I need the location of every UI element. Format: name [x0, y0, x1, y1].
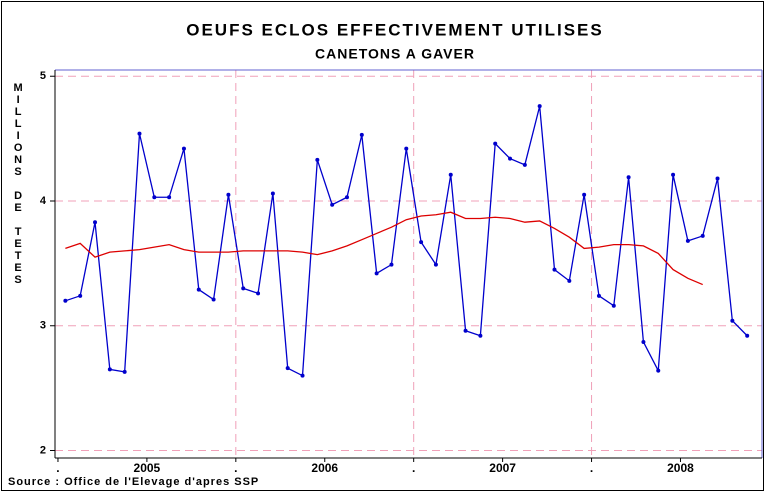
point [730, 318, 735, 323]
point [671, 172, 676, 177]
x-tick-label: . [412, 461, 415, 475]
point [241, 286, 246, 291]
point [315, 157, 320, 162]
point [419, 240, 424, 245]
series-line [65, 211, 703, 286]
point [344, 195, 349, 200]
point [478, 333, 483, 338]
y-tick-label: 4 [40, 195, 47, 207]
point [285, 366, 290, 371]
point [300, 373, 305, 378]
x-tick-label: . [590, 461, 593, 475]
x-tick-label: . [56, 461, 59, 475]
point [715, 176, 720, 181]
frame [1, 1, 764, 491]
x-tick-label: 2005 [134, 461, 161, 475]
point [641, 339, 646, 344]
point [596, 293, 601, 298]
point [404, 146, 409, 151]
point [196, 287, 201, 292]
point [181, 146, 186, 151]
point [522, 162, 527, 167]
point [685, 238, 690, 243]
point [122, 369, 127, 374]
point [745, 333, 750, 338]
point [463, 328, 468, 333]
point [78, 293, 83, 298]
point [93, 220, 98, 225]
point [63, 298, 68, 303]
y-tick-label: 5 [40, 70, 46, 82]
point [493, 141, 498, 146]
point [256, 291, 261, 296]
point [359, 132, 364, 137]
point [211, 297, 216, 302]
point [107, 367, 112, 372]
point [552, 267, 557, 272]
point [567, 278, 572, 283]
point [433, 262, 438, 267]
source: Source : Office de l'Elevage d'apres SSP [8, 476, 259, 488]
point [270, 191, 275, 196]
point [508, 156, 513, 161]
x-tick-label: 2008 [667, 461, 694, 475]
y-tick-label: 3 [40, 320, 46, 332]
x-tick-label: 2006 [311, 461, 338, 475]
point [448, 172, 453, 177]
point [700, 233, 705, 238]
point [537, 104, 542, 109]
y-axis-label: MILLIONS DE TETES [12, 82, 24, 286]
point [374, 271, 379, 276]
point [226, 192, 231, 197]
chart-title: OEUFS ECLOS EFFECTIVEMENT UTILISES [186, 20, 603, 39]
point [582, 192, 587, 197]
y-tick-label: 2 [40, 444, 46, 456]
chart-subtitle: CANETONS A GAVER [315, 46, 475, 62]
point [137, 131, 142, 136]
point [656, 368, 661, 373]
x-tick-label: . [234, 461, 237, 475]
point [152, 195, 157, 200]
point [330, 202, 335, 207]
point [626, 175, 631, 180]
x-tick-label: 2007 [489, 461, 516, 475]
point [389, 262, 394, 267]
point [167, 195, 172, 200]
point [611, 303, 616, 308]
